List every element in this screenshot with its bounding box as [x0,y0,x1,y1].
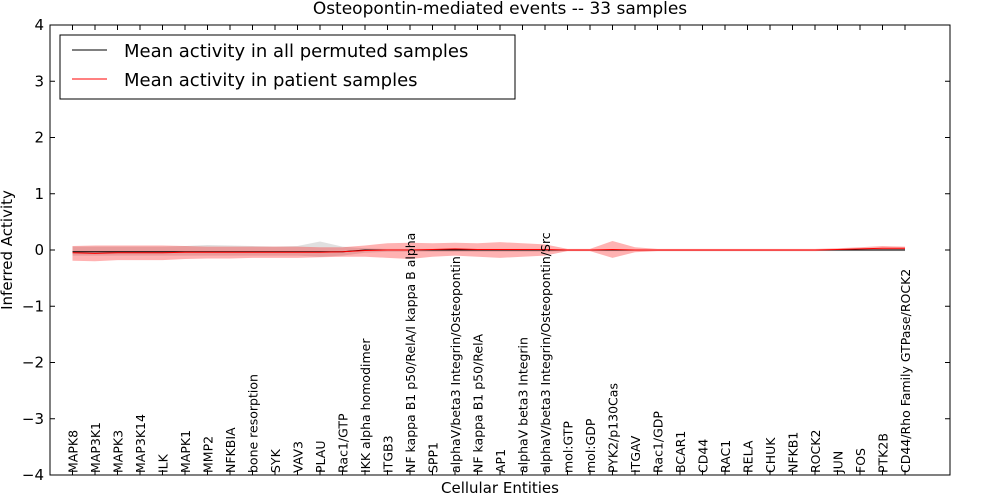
x-tick-label: MAPK1 [178,430,193,473]
bands-group [72,241,905,262]
y-tick-label: −4 [22,466,44,484]
x-tick-label: alphaV/beta3 Integrin/Osteopontin/Src [538,232,553,473]
x-tick-label: ITGB3 [381,435,396,473]
x-tick-label: alphaV/beta3 Integrin/Osteopontin [448,256,463,473]
x-axis: MAPK8 MAP3K1 MAPK3 MAP3K14 ILK MAPK1 MMP2 NFKBI… [66,25,913,475]
y-tick-label: −2 [22,354,44,372]
x-tick-label: SPP1 [426,442,441,473]
x-tick-label: MAPK8 [66,430,81,473]
x-tick-label: MAPK3 [111,430,126,473]
y-tick-label: 0 [34,241,44,259]
lines-group [72,247,905,254]
legend-label-patient: Mean activity in patient samples [124,70,418,91]
x-tick-label: Rac1/GDP [651,411,666,473]
x-tick-label: MMP2 [201,436,216,473]
x-tick-label: SYK [268,448,283,473]
x-tick-label: MAP3K1 [88,422,103,473]
x-tick-label: CHUK [763,437,778,473]
x-tick-label: RELA [741,440,756,473]
x-tick-label: ROCK2 [808,430,823,473]
legend-label-permuted: Mean activity in all permuted samples [124,41,468,62]
x-tick-label: BCAR1 [673,431,688,473]
x-tick-label: VAV3 [291,441,306,473]
x-tick-label: ILK [156,453,171,473]
x-tick-label: CD44 [696,439,711,473]
x-tick-label: alphaV beta3 Integrin [516,337,531,473]
y-axis: 4 3 2 1 0 −1 −2 −3 −4 [22,16,950,484]
x-tick-label: mol:GTP [561,421,576,473]
legend: Mean activity in all permuted samples Me… [59,34,516,100]
y-tick-label: −1 [22,297,44,315]
x-tick-label: FOS [853,448,868,473]
y-tick-label: −3 [22,410,44,428]
y-tick-label: 3 [34,72,44,90]
x-tick-label: CD44/Rho Family GTPase/ROCK2 [898,269,913,473]
x-tick-label: PLAU [313,441,328,474]
x-tick-label: bone resorption [246,374,261,473]
band-1 [72,241,905,262]
series-line-1 [72,247,905,254]
x-tick-label: ITGAV [628,435,643,473]
x-tick-label: NF kappa B1 p50/RelA [471,333,486,473]
x-tick-label: IKK alpha homodimer [358,338,373,473]
x-tick-label: AP1 [493,449,508,473]
x-tick-label: PYK2/p130Cas [606,383,621,473]
y-tick-label: 4 [34,16,44,34]
x-tick-label: JUN [831,451,846,474]
x-tick-label: NFKBIA [223,427,238,473]
x-tick-label: MAP3K14 [133,414,148,473]
y-tick-label: 1 [34,185,44,203]
x-tick-label: NF kappa B1 p50/RelA/I kappa B alpha [403,233,418,473]
legend-box [59,34,516,100]
x-tick-label: NFKB1 [786,432,801,473]
x-tick-label: RAC1 [718,440,733,473]
x-tick-label: Rac1/GTP [336,413,351,473]
x-tick-label: mol:GDP [583,418,598,473]
y-axis-label: Inferred Activity [0,190,16,310]
x-tick-label: PTK2B [876,433,891,473]
y-tick-label: 2 [34,129,44,147]
x-axis-label: Cellular Entities [441,479,559,497]
chart-title: Osteopontin-mediated events -- 33 sample… [313,0,687,19]
